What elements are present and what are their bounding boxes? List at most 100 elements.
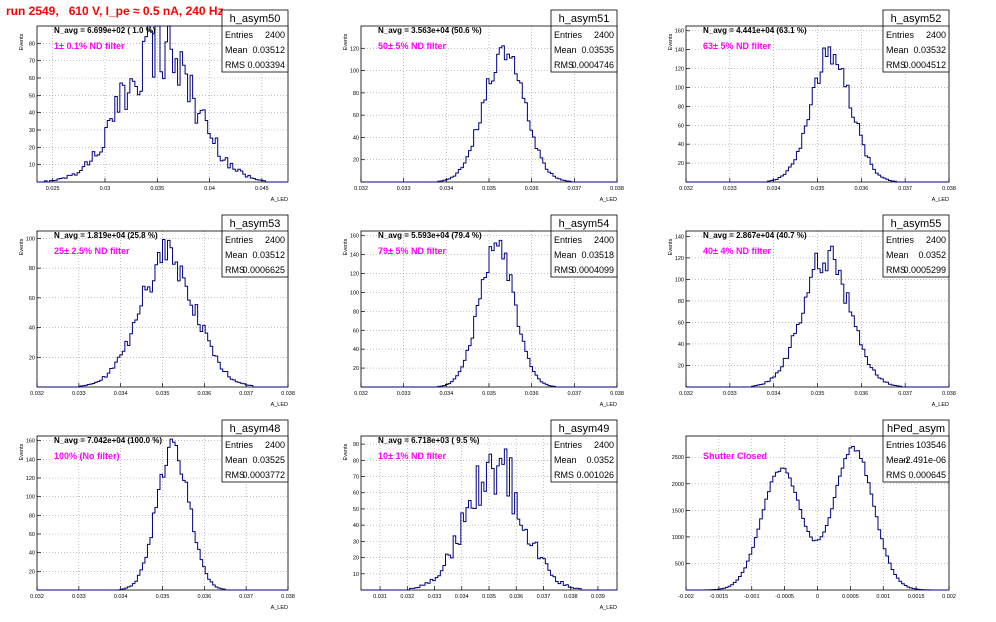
stats-label: RMS (886, 265, 906, 275)
stats-value: 2400 (265, 440, 285, 450)
histogram-panel-h_asym52: 0.032 0.033 0.034 0.035 0.036 0.037 0.038 20 40 6… (668, 9, 956, 203)
stats-label: RMS (886, 470, 906, 480)
stats-label: RMS (886, 60, 906, 70)
filter-annotation: 63± 5% ND filter (703, 41, 771, 51)
x-tick-label: 0.032 (354, 391, 368, 397)
x-tick-label: 0.032 (30, 391, 44, 397)
stats-value: 2400 (594, 30, 614, 40)
x-tick-label: 0.036 (854, 186, 868, 192)
stats-label: RMS (225, 265, 245, 275)
x-tick-label: 0.038 (610, 186, 624, 192)
histogram-line (37, 25, 288, 183)
y-tick-label: 80 (678, 299, 684, 305)
stats-label: RMS (225, 470, 245, 480)
y-tick-label: 140 (675, 234, 684, 240)
y-axis-label: Events (19, 443, 25, 460)
stats-value: 0.03525 (252, 455, 285, 465)
y-tick-label: 80 (29, 266, 35, 272)
filter-annotation: 1± 0.1% ND filter (54, 41, 125, 51)
stats-value: 0.0352 (918, 250, 946, 260)
y-tick-label: 10 (353, 572, 359, 578)
histogram-name: h_asym54 (559, 218, 610, 230)
x-tick-label: 0.035 (811, 186, 825, 192)
y-tick-label: 120 (675, 67, 684, 73)
histogram-name: hPed_asym (887, 423, 945, 435)
filter-annotation: 50± 5% ND filter (378, 41, 446, 51)
y-tick-label: 80 (353, 458, 359, 464)
y-tick-label: 40 (353, 347, 359, 353)
x-tick-label: 0.037 (567, 391, 581, 397)
stats-value: 0.0004746 (571, 60, 614, 70)
y-tick-label: 20 (353, 556, 359, 562)
histogram-panel-h_asym48: 0.032 0.033 0.034 0.035 0.036 0.037 0.038 20 40 6… (19, 419, 295, 611)
y-tick-label: 60 (29, 296, 35, 302)
filter-annotation: 25± 2.5% ND filter (54, 246, 130, 256)
stats-value: 0.003394 (247, 60, 285, 70)
histogram-line (361, 448, 617, 591)
x-tick-label: -0.0005 (775, 594, 794, 600)
x-tick-label: 0.025 (46, 186, 60, 192)
x-tick-label: 0.038 (281, 391, 295, 397)
x-tick-label: 0.038 (564, 594, 578, 600)
y-tick-label: 50 (29, 93, 35, 99)
y-tick-label: 30 (29, 128, 35, 134)
y-tick-label: 20 (29, 355, 35, 361)
filter-annotation: 79± 5% ND filter (378, 246, 446, 256)
x-tick-label: 0.032 (679, 391, 693, 397)
x-tick-label: 0.04 (204, 186, 215, 192)
x-tick-label: 0.045 (255, 186, 269, 192)
x-tick-label: 0.038 (942, 391, 956, 397)
y-tick-label: 20 (353, 158, 359, 164)
stats-value: 0.0004099 (571, 265, 614, 275)
stats-value: 0.0004512 (903, 60, 946, 70)
y-tick-label: 140 (350, 253, 359, 259)
stats-value: 2400 (265, 30, 285, 40)
y-tick-label: 1000 (672, 535, 684, 541)
stats-value: 0.001026 (576, 470, 614, 480)
y-tick-label: 500 (675, 561, 684, 567)
stats-value: 0.03512 (252, 45, 285, 55)
histogram-name: h_asym49 (559, 423, 610, 435)
navg-text: N_avg = 5.593e+04 (79.4 %) (378, 231, 482, 240)
x-tick-label: 0.033 (723, 186, 737, 192)
x-tick-label: -0.0015 (710, 594, 729, 600)
x-tick-label: 0.035 (811, 391, 825, 397)
x-tick-label: 0.036 (197, 594, 211, 600)
stats-box: h_asym48 Entries 2400 Mean 0.03525 RMS0.00037… (221, 419, 289, 483)
x-tick-label: 0.03 (100, 186, 111, 192)
navg-text: N_avg = 1.819e+04 (25.8 %) (54, 231, 158, 240)
stats-label: RMS (225, 60, 245, 70)
stats-box-frame (221, 214, 289, 278)
stats-value: 0.0005299 (903, 265, 946, 275)
x-tick-label: 0.034 (767, 186, 781, 192)
filter-annotation: 100% (No filter) (54, 451, 120, 461)
histogram-panel-h_asym54: 0.032 0.033 0.034 0.035 0.036 0.037 0.038 20 40 6… (343, 214, 624, 408)
x-tick-label: 0.034 (767, 391, 781, 397)
x-tick-label: 0.038 (942, 186, 956, 192)
x-tick-label: 0.033 (397, 186, 411, 192)
stats-label: Mean (886, 45, 909, 55)
y-tick-label: 70 (353, 475, 359, 481)
y-tick-label: 80 (678, 104, 684, 110)
stats-value: 2400 (926, 30, 946, 40)
stats-box: h_asym55 Entries 2400 Mean 0.0352 RMS0.000529… (882, 214, 950, 278)
histogram-line (37, 438, 288, 591)
stats-label: Mean (225, 250, 248, 260)
histogram-panel-h_asym55: 0.032 0.033 0.034 0.035 0.036 0.037 0.038 20 40 6… (668, 214, 956, 408)
histogram-name: h_asym51 (559, 13, 610, 25)
histogram-line (686, 445, 949, 591)
y-tick-label: 80 (29, 41, 35, 47)
y-axis-label: Events (19, 33, 25, 50)
histogram-panel-h_asym51: 0.032 0.033 0.034 0.035 0.036 0.037 0.038 20 40 6… (343, 9, 624, 203)
stats-value: 0.0006625 (242, 265, 285, 275)
navg-text: N_avg = 7.042e+04 (100.0 %) (54, 436, 162, 445)
x-axis-label: A_LED (600, 605, 617, 611)
y-tick-label: 80 (29, 513, 35, 519)
x-tick-label: 0.032 (30, 594, 44, 600)
stats-box-frame (882, 419, 950, 483)
stats-box-frame (221, 9, 289, 73)
y-tick-label: 120 (675, 256, 684, 262)
x-tick-label: 0.035 (482, 391, 496, 397)
x-tick-label: 0.036 (197, 391, 211, 397)
